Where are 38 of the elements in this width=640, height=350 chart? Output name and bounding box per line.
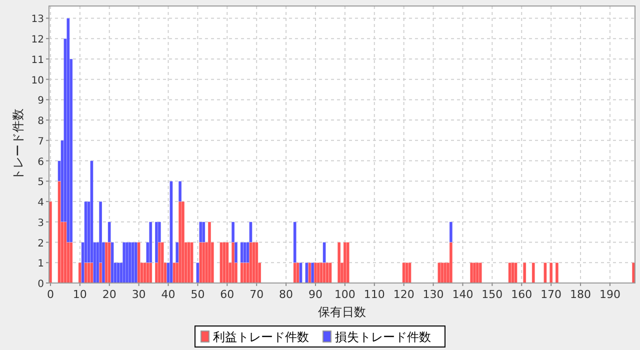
y-tick-label: 8 bbox=[38, 116, 44, 128]
x-tick-label: 110 bbox=[364, 288, 385, 301]
y-tick-label: 6 bbox=[38, 156, 44, 168]
y-tick-label: 7 bbox=[38, 136, 44, 148]
y-tick-label: 11 bbox=[31, 54, 44, 66]
x-tick-label: 100 bbox=[334, 288, 356, 301]
x-axis-title: 保有日数 bbox=[318, 305, 366, 319]
legend-label: 利益トレード件数 bbox=[213, 330, 309, 344]
x-tick-label: 180 bbox=[570, 288, 592, 301]
x-tick-label: 0 bbox=[46, 288, 54, 301]
y-tick-label: 1 bbox=[38, 258, 44, 270]
x-tick-label: 40 bbox=[161, 288, 176, 301]
y-axis-title: トレード件数 bbox=[11, 108, 25, 180]
x-tick-label: 10 bbox=[72, 288, 87, 301]
legend-label: 損失トレード件数 bbox=[335, 330, 431, 344]
x-tick-label: 50 bbox=[190, 288, 205, 301]
x-tick-label: 60 bbox=[220, 288, 234, 301]
x-tick-label: 190 bbox=[599, 288, 620, 301]
x-tick-label: 160 bbox=[511, 288, 532, 301]
x-tick-label: 90 bbox=[308, 288, 322, 301]
x-tick-label: 150 bbox=[482, 288, 503, 301]
y-tick-label: 2 bbox=[38, 238, 44, 250]
y-tick-label: 4 bbox=[38, 198, 44, 209]
x-tick-label: 130 bbox=[422, 288, 444, 301]
y-tick-label: 10 bbox=[31, 75, 44, 86]
y-tick-label: 12 bbox=[31, 34, 44, 46]
x-tick-label: 120 bbox=[393, 288, 414, 301]
x-tick-label: 20 bbox=[102, 288, 116, 301]
y-tick-label: 9 bbox=[38, 96, 44, 107]
x-tick-label: 140 bbox=[452, 288, 474, 301]
y-tick-label: 0 bbox=[38, 279, 44, 290]
y-tick-label: 13 bbox=[31, 14, 44, 26]
y-tick-label: 3 bbox=[38, 218, 44, 229]
x-tick-label: 30 bbox=[132, 288, 146, 301]
x-tick-label: 70 bbox=[250, 288, 264, 301]
x-tick-label: 170 bbox=[540, 288, 562, 301]
x-tick-label: 80 bbox=[279, 288, 294, 301]
y-tick-label: 5 bbox=[38, 177, 44, 188]
